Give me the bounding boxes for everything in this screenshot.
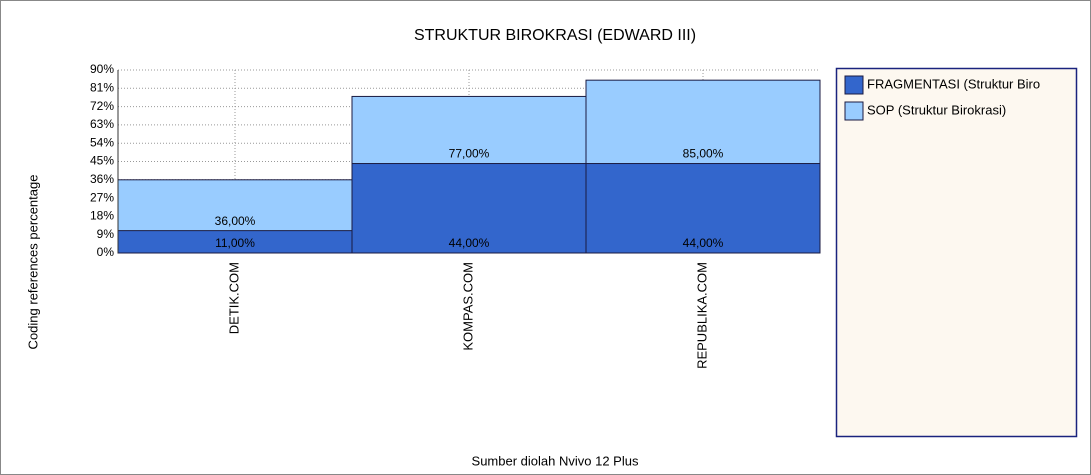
y-tick-label: 0% [97, 245, 115, 259]
x-tick-label: KOMPAS.COM [460, 262, 475, 351]
legend-label: SOP (Struktur Birokrasi) [867, 102, 1006, 117]
value-label: 44,00% [683, 236, 724, 250]
legend-swatch [844, 101, 864, 121]
y-tick-label: 45% [90, 154, 114, 168]
x-tick-label: DETIK.COM [226, 262, 241, 334]
y-tick-label: 36% [90, 172, 114, 186]
value-label: 77,00% [449, 147, 490, 161]
bar [351, 163, 587, 254]
y-tick-label: 9% [97, 227, 115, 241]
y-tick-label: 81% [90, 80, 114, 94]
chart-title: STRUKTUR BIROKRASI (EDWARD III) [414, 27, 696, 44]
y-tick-label: 90% [90, 62, 114, 76]
x-axis-label: Sumber diolah Nvivo 12 Plus [472, 453, 639, 468]
y-tick-label: 72% [90, 99, 114, 113]
legend-label: FRAGMENTASI (Struktur Biro [867, 76, 1040, 91]
y-tick-label: 63% [90, 117, 114, 131]
value-label: 36,00% [215, 214, 256, 228]
legend-swatch [844, 75, 864, 95]
y-tick-label: 27% [90, 190, 114, 204]
value-label: 44,00% [449, 236, 490, 250]
value-label: 11,00% [215, 236, 255, 250]
y-tick-label: 54% [90, 135, 114, 149]
legend-box [835, 67, 1078, 438]
y-axis-label: Coding references percentage [25, 175, 40, 350]
bar [585, 163, 821, 254]
y-tick-label: 18% [90, 209, 114, 223]
x-tick-label: REPUBLIKA.COM [694, 262, 709, 369]
value-label: 85,00% [683, 147, 724, 161]
